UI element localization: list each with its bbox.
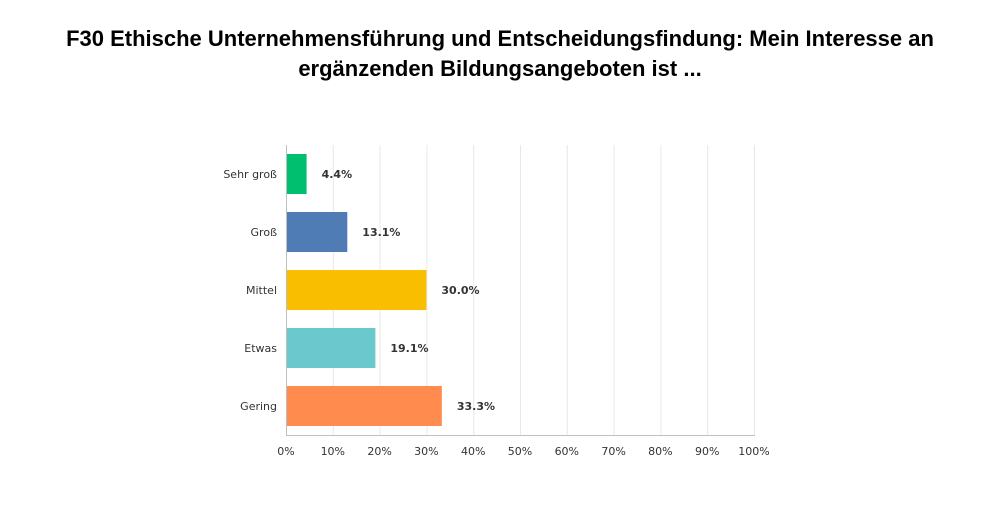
labels: 0% 10% 20% 30% 40% 50% 60% 70% 80% 90% 100% Sehr gr… xyxy=(223,168,769,458)
value-label-sehr-groß: 4.4% xyxy=(322,168,353,181)
bar-mittel xyxy=(287,270,427,310)
category-label-groß: Groß xyxy=(251,226,278,239)
chart-title: F30 Ethische Unternehmensführung und Ent… xyxy=(66,26,934,81)
x-tick-label-60: 60% xyxy=(555,445,579,458)
bar-gering xyxy=(287,386,442,426)
category-label-sehr-groß: Sehr groß xyxy=(223,168,277,181)
axes xyxy=(286,145,755,436)
value-label-gering: 33.3% xyxy=(457,400,495,413)
value-label-mittel: 30.0% xyxy=(441,284,479,297)
x-tick-label-70: 70% xyxy=(601,445,625,458)
x-tick-label-30: 30% xyxy=(414,445,438,458)
value-label-etwas: 19.1% xyxy=(390,342,428,355)
x-tick-label-20: 20% xyxy=(367,445,391,458)
bar-etwas xyxy=(287,328,376,368)
x-tick-label-40: 40% xyxy=(461,445,485,458)
value-label-groß: 13.1% xyxy=(362,226,400,239)
category-label-gering: Gering xyxy=(240,400,277,413)
bar-sehr-groß xyxy=(287,154,307,194)
bars xyxy=(287,154,442,426)
x-tick-label-0: 0% xyxy=(277,445,294,458)
gridlines xyxy=(332,145,755,435)
x-tick-label-50: 50% xyxy=(508,445,532,458)
category-label-etwas: Etwas xyxy=(244,342,277,355)
x-tick-label-10: 10% xyxy=(321,445,345,458)
x-tick-label-80: 80% xyxy=(648,445,672,458)
bar-groß xyxy=(287,212,348,252)
x-tick-label-90: 90% xyxy=(695,445,719,458)
category-label-mittel: Mittel xyxy=(246,284,277,297)
x-tick-label-100: 100% xyxy=(738,445,769,458)
